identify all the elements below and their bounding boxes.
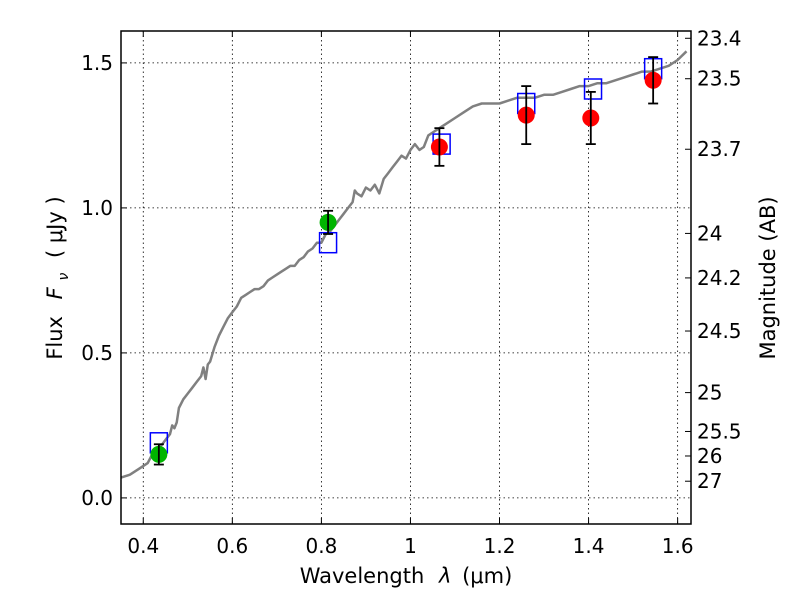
grid-layer [121, 31, 691, 524]
x-tick-label: 1.6 [662, 534, 694, 558]
y2-tick-label: 24.2 [697, 266, 742, 290]
y-tick-label: 1.5 [81, 51, 113, 75]
model-photometry-square [583, 78, 603, 100]
x-tick-label: 1.4 [573, 534, 605, 558]
ticks-layer: 0.4 0.6 0.8 1 1.2 1.4 1.6 0.0 0.5 1.0 1.5 23.4 23.5 2… [81, 26, 741, 558]
y2-tick-label: 24 [697, 221, 722, 245]
y2-tick-label: 23.4 [697, 26, 742, 50]
x-tick-label: 1.2 [484, 534, 516, 558]
y-axis-title-text: Flux [43, 316, 67, 360]
y2-tick-label: 27 [697, 469, 722, 493]
series-layer [120, 50, 688, 479]
y-tick-label: 0.0 [81, 486, 113, 510]
y2-tick-label: 24.5 [697, 319, 742, 343]
y-axis-title-symbol: F [43, 286, 67, 299]
y2-tick-label: 26 [697, 444, 722, 468]
x-tick-label: 0.6 [216, 534, 248, 558]
y-tick-label: 0.5 [81, 341, 113, 365]
y2-axis-title: Magnitude (AB) [756, 196, 780, 359]
y-tick-label: 1.0 [81, 196, 113, 220]
x-axis-title-unit: (μm) [462, 564, 512, 588]
y2-tick-label: 25.5 [697, 419, 742, 443]
x-axis-title-text: Wavelength [300, 564, 425, 588]
x-axis-title: Wavelength λ (μm) [300, 564, 513, 588]
y2-tick-label: 23.7 [697, 137, 742, 161]
y-axis-title: Flux F ν ( μJy ) [43, 196, 73, 359]
x-axis-title-symbol: λ [438, 564, 451, 588]
y2-tick-label: 23.5 [697, 67, 742, 91]
x-tick-label: 0.4 [127, 534, 159, 558]
x-tick-label: 0.8 [305, 534, 337, 558]
y-axis-title-subscript: ν [56, 273, 72, 281]
y-axis-title-unit: ( μJy ) [43, 196, 67, 258]
y2-tick-label: 25 [697, 381, 722, 405]
x-tick-label: 1 [404, 534, 417, 558]
